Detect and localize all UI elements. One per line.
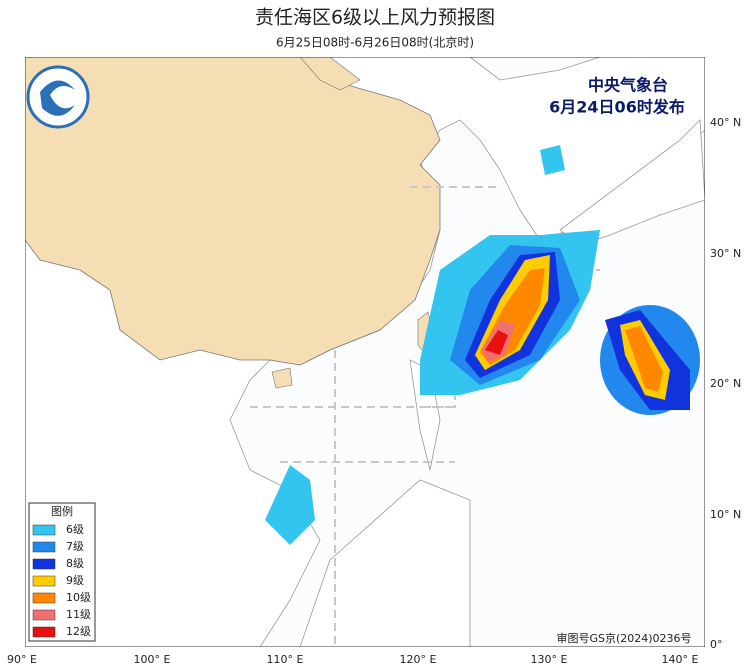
subtitle: 6月25日08时-6月26日08时(北京时) (276, 36, 474, 50)
legend-swatch (32, 524, 56, 536)
axes: 90° E 100° E 110° E 120° E 130° E 140° E… (7, 116, 741, 666)
land (299, 479, 471, 647)
logo (26, 65, 90, 129)
lat-label: 10° N (710, 508, 741, 521)
lat-label: 40° N (710, 116, 741, 129)
lon-label: 110° E (267, 653, 304, 666)
wind-areas (265, 145, 700, 545)
legend-swatch (32, 626, 56, 638)
lon-label: 140° E (662, 653, 699, 666)
legend-swatch (32, 592, 56, 604)
legend-swatch (32, 575, 56, 587)
legend-label: 6级 (66, 523, 84, 536)
legend-label: 9级 (66, 574, 84, 587)
legend: 图例 6级 7级 8级 9级 10级 11级 12级 (28, 502, 96, 642)
lon-label: 130° E (531, 653, 568, 666)
lon-label: 120° E (400, 653, 437, 666)
legend-swatch (32, 541, 56, 553)
legend-label: 8级 (66, 557, 84, 570)
legend-label: 11级 (66, 608, 91, 621)
china (25, 57, 441, 366)
legend-swatch (32, 609, 56, 621)
map-area (25, 57, 705, 647)
legend-title: 图例 (51, 504, 73, 518)
legend-label: 12级 (66, 625, 91, 638)
issuer-time: 6月24日06时发布 (549, 98, 685, 117)
lat-label: 20° N (710, 377, 741, 390)
china (299, 57, 361, 91)
lat-label: 30° N (710, 247, 741, 260)
lat-label: 0° (710, 638, 723, 651)
legend-swatch (32, 558, 56, 570)
lon-label: 100° E (134, 653, 171, 666)
hainan (271, 367, 293, 389)
approval: 审图号GS京(2024)0236号 (556, 631, 691, 645)
legend-label: 7级 (66, 540, 84, 553)
lon-label: 90° E (7, 653, 37, 666)
legend-label: 10级 (66, 591, 91, 604)
issuer-agency: 中央气象台 (588, 76, 668, 95)
title: 责任海区6级以上风力预报图 (255, 7, 495, 29)
